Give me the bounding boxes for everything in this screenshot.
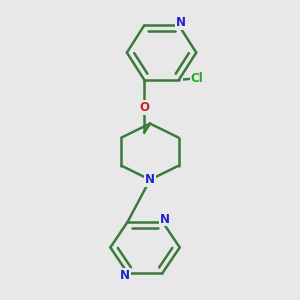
Text: N: N (145, 173, 155, 186)
Text: N: N (160, 212, 170, 226)
Text: Cl: Cl (191, 72, 203, 85)
Text: O: O (139, 101, 149, 114)
Text: N: N (120, 269, 130, 282)
Text: N: N (176, 16, 185, 29)
